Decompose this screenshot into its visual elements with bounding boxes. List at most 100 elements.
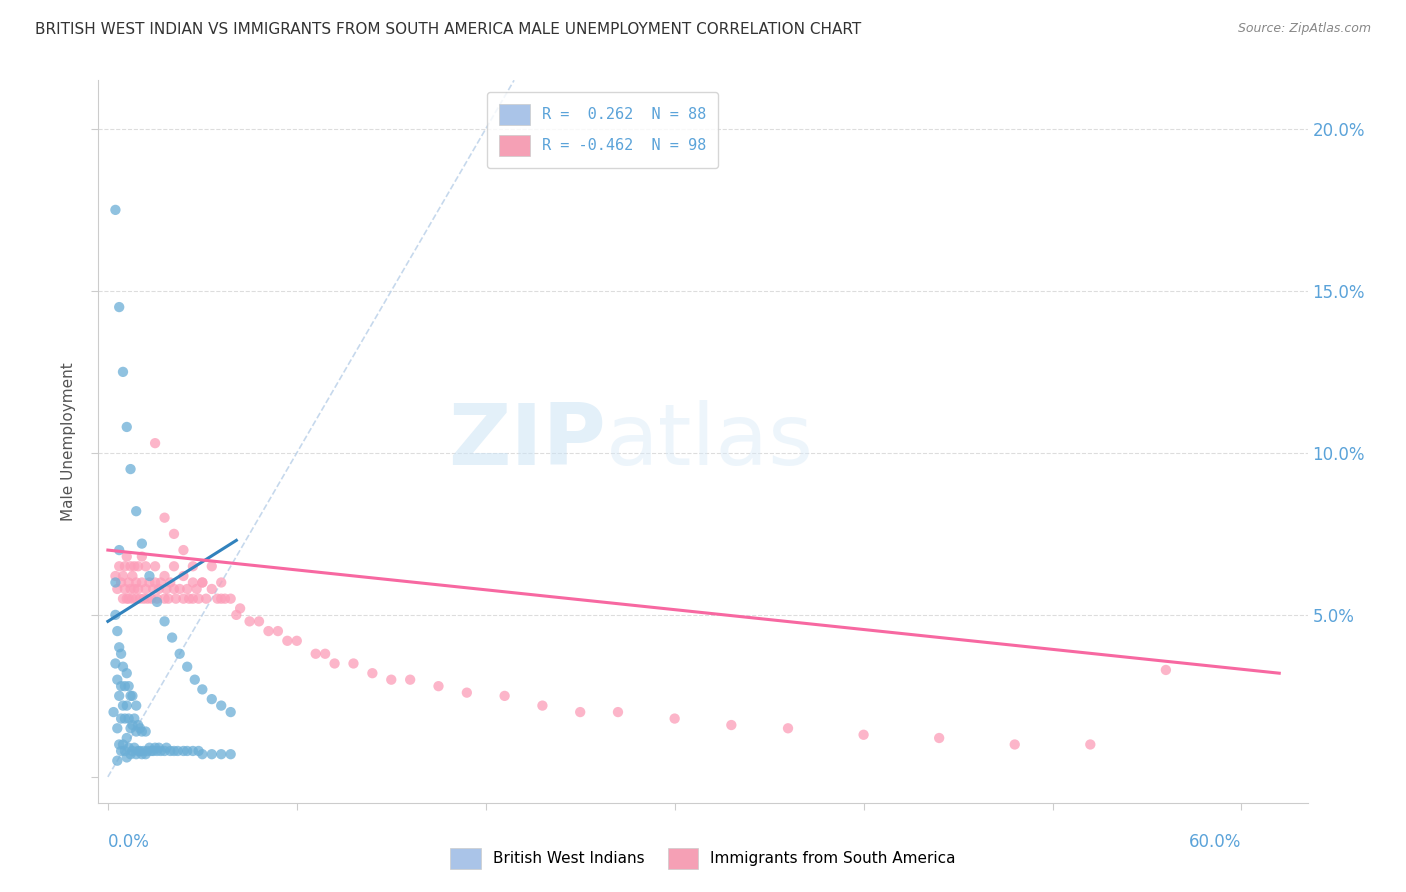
Point — [267, 624, 290, 638]
Point — [201, 559, 224, 574]
Point — [176, 744, 198, 758]
Point — [172, 543, 194, 558]
Point — [314, 647, 336, 661]
Point — [131, 747, 153, 762]
Point — [166, 744, 188, 758]
Point — [136, 744, 159, 758]
Legend: British West Indians, Immigrants from South America: British West Indians, Immigrants from So… — [444, 841, 962, 875]
Point — [181, 591, 204, 606]
Point — [187, 591, 209, 606]
Point — [115, 698, 138, 713]
Point — [159, 744, 181, 758]
Point — [114, 679, 136, 693]
Point — [219, 705, 242, 719]
Point — [361, 666, 384, 681]
Point — [124, 582, 146, 596]
Point — [111, 738, 134, 752]
Point — [229, 601, 252, 615]
Legend: R =  0.262  N = 88, R = -0.462  N = 98: R = 0.262 N = 88, R = -0.462 N = 98 — [486, 92, 718, 169]
Point — [285, 633, 308, 648]
Point — [135, 559, 157, 574]
Point — [160, 631, 183, 645]
Point — [108, 640, 131, 655]
Point — [1154, 663, 1177, 677]
Point — [108, 738, 131, 752]
Point — [342, 657, 364, 671]
Point — [201, 582, 224, 596]
Point — [118, 591, 141, 606]
Point — [201, 747, 224, 762]
Point — [165, 591, 187, 606]
Point — [276, 633, 298, 648]
Point — [191, 747, 214, 762]
Point — [115, 549, 138, 564]
Point — [110, 712, 132, 726]
Point — [121, 569, 143, 583]
Point — [157, 591, 180, 606]
Point — [105, 582, 128, 596]
Point — [187, 744, 209, 758]
Point — [209, 575, 232, 590]
Point — [118, 679, 141, 693]
Point — [427, 679, 450, 693]
Point — [143, 740, 166, 755]
Point — [149, 575, 172, 590]
Point — [159, 575, 181, 590]
Point — [129, 721, 152, 735]
Point — [179, 591, 201, 606]
Point — [120, 689, 142, 703]
Point — [163, 582, 186, 596]
Point — [115, 750, 138, 764]
Point — [127, 744, 149, 758]
Point — [155, 740, 177, 755]
Point — [146, 595, 169, 609]
Point — [129, 591, 152, 606]
Point — [131, 549, 153, 564]
Point — [214, 591, 236, 606]
Point — [181, 559, 204, 574]
Point — [209, 698, 232, 713]
Point — [494, 689, 516, 703]
Point — [121, 718, 143, 732]
Point — [132, 744, 155, 758]
Point — [138, 575, 160, 590]
Point — [209, 591, 232, 606]
Point — [153, 615, 176, 629]
Point — [104, 569, 127, 583]
Point — [143, 559, 166, 574]
Point — [124, 740, 146, 755]
Point — [143, 575, 166, 590]
Point — [399, 673, 422, 687]
Point — [104, 657, 127, 671]
Point — [110, 679, 132, 693]
Point — [181, 744, 204, 758]
Point — [776, 721, 799, 735]
Point — [569, 705, 592, 719]
Point — [169, 647, 191, 661]
Point — [928, 731, 950, 745]
Point — [111, 569, 134, 583]
Point — [127, 718, 149, 732]
Point — [111, 659, 134, 673]
Point — [225, 607, 247, 622]
Point — [108, 543, 131, 558]
Point — [127, 559, 149, 574]
Point — [153, 591, 176, 606]
Point — [105, 721, 128, 735]
Point — [169, 582, 191, 596]
Point — [191, 575, 214, 590]
Point — [141, 744, 163, 758]
Point — [176, 659, 198, 673]
Point — [149, 744, 172, 758]
Point — [110, 647, 132, 661]
Point — [186, 582, 208, 596]
Point — [136, 591, 159, 606]
Point — [153, 744, 176, 758]
Point — [531, 698, 554, 713]
Point — [141, 591, 163, 606]
Point — [125, 504, 148, 518]
Point — [120, 582, 142, 596]
Point — [163, 527, 186, 541]
Point — [125, 591, 148, 606]
Point — [127, 582, 149, 596]
